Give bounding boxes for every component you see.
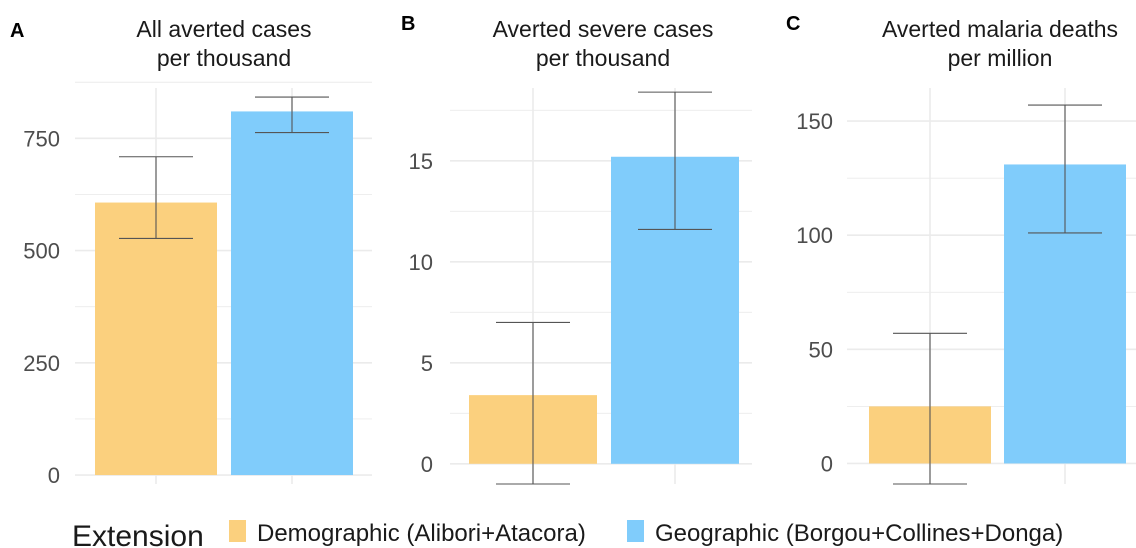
errorbar-geographic <box>638 91 712 231</box>
legend-swatch-demographic <box>229 520 246 542</box>
y-tick-label: 10 <box>409 250 433 275</box>
panel-b: 0 5 10 15 B Averted severe cases per thousand <box>401 13 752 485</box>
errorbar-geographic <box>1028 104 1102 234</box>
panel-label: C <box>786 13 800 35</box>
legend-label-geographic: Geographic (Borgou+Collines+Donga) <box>655 520 1063 547</box>
panel-label: A <box>10 20 24 42</box>
y-tick-label: 5 <box>421 351 433 376</box>
y-tick-label: 150 <box>796 109 833 134</box>
bar-geographic <box>231 111 353 476</box>
legend: Extension Demographic (Alibori+Atacora) … <box>72 520 1063 548</box>
y-tick-label: 15 <box>409 149 433 174</box>
errorbar-geographic <box>255 96 329 134</box>
panel-c: 0 50 100 150 C Averted malaria deaths per mill… <box>786 13 1136 485</box>
y-tick-label: 50 <box>809 337 833 362</box>
errorbar-demographic <box>496 321 570 485</box>
panel-title: All averted cases <box>136 16 311 42</box>
y-tick-label: 500 <box>23 239 60 264</box>
panel-title: per thousand <box>536 45 670 71</box>
legend-swatch-geographic <box>627 520 644 542</box>
y-tick-label: 0 <box>421 452 433 477</box>
panel-title: Averted severe cases <box>493 16 714 42</box>
legend-title: Extension <box>72 520 204 548</box>
y-tick-label: 250 <box>23 351 60 376</box>
panel-title: Averted malaria deaths <box>882 16 1118 42</box>
y-tick-label: 750 <box>23 126 60 151</box>
legend-label-demographic: Demographic (Alibori+Atacora) <box>257 520 586 547</box>
panel-title: per million <box>948 45 1053 71</box>
y-tick-label: 100 <box>796 223 833 248</box>
errorbar-demographic <box>893 332 967 485</box>
panel-title: per thousand <box>157 45 291 71</box>
panel-label: B <box>401 13 415 35</box>
y-tick-label: 0 <box>48 463 60 488</box>
bar-demographic <box>95 202 217 476</box>
y-tick-label: 0 <box>821 451 833 476</box>
panel-a: 0 250 500 750 A All averted cases per thousand <box>10 16 372 488</box>
errorbar-demographic <box>119 156 193 240</box>
